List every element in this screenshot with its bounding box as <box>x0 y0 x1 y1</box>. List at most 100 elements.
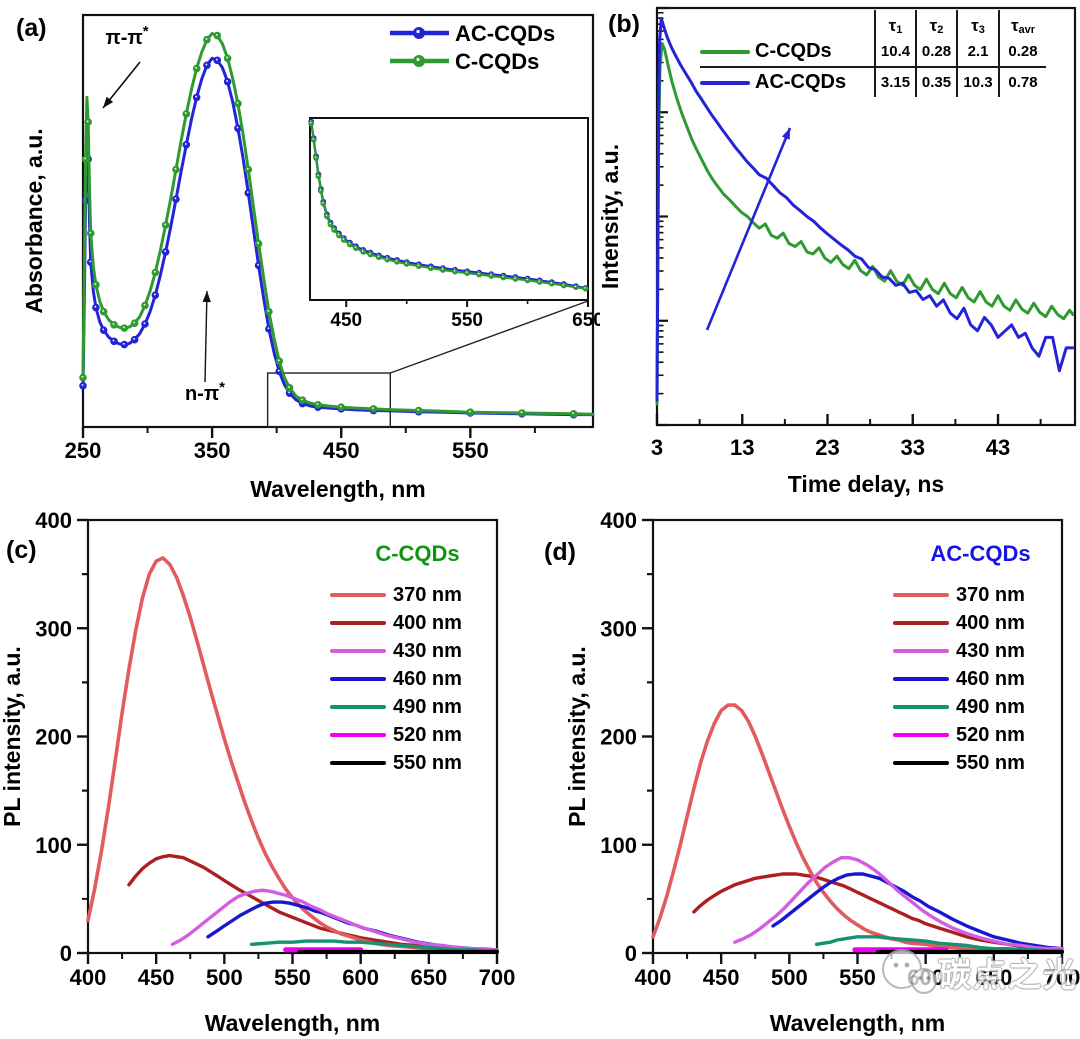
y-tick-label: 200 <box>35 725 72 750</box>
series-marker-AC-CQDs <box>79 382 87 390</box>
series-marker-AC-CQDs <box>141 320 149 328</box>
inset-marker-C-CQDs <box>348 242 351 245</box>
series-path-430 nm <box>733 856 1064 951</box>
inset-marker-C-CQDs <box>477 272 480 275</box>
legend-item-520-nm: 520 nm <box>893 721 1068 749</box>
series-marker-C-CQDs <box>120 324 129 332</box>
series-marker-AC-CQDs <box>133 337 136 340</box>
series-marker-C-CQDs <box>213 31 222 40</box>
inset-marker-C-CQDs <box>440 267 446 273</box>
series-marker-C-CQDs <box>89 231 92 234</box>
inset-marker-C-CQDs <box>584 287 586 289</box>
y-tick-label: 400 <box>600 510 637 533</box>
legend-label: 520 nm <box>393 723 462 746</box>
inset-marker-C-CQDs <box>524 277 531 284</box>
inset-marker-C-CQDs <box>514 277 516 279</box>
inset-marker-C-CQDs <box>490 274 492 276</box>
x-tick-label: 600 <box>907 965 944 990</box>
series-marker-C-CQDs <box>99 307 108 316</box>
y-tick-label: 100 <box>35 833 72 858</box>
series-marker-AC-CQDs <box>203 61 211 70</box>
inset-marker-C-CQDs <box>324 213 330 220</box>
legend-label: 370 nm <box>956 583 1025 606</box>
series-marker-AC-CQDs <box>151 291 160 299</box>
x-tick-label: 500 <box>771 965 808 990</box>
trend-arrow <box>705 127 792 331</box>
zoom-callout-line <box>390 300 589 374</box>
legend-item-430-nm: 430 nm <box>330 637 505 665</box>
y-tick-label: 300 <box>35 616 72 641</box>
inset-marker-C-CQDs <box>560 282 567 289</box>
series-marker-C-CQDs <box>337 403 346 412</box>
legend-line-icon <box>330 761 386 765</box>
series-marker-AC-CQDs <box>236 126 239 129</box>
x-axis-title: Wavelength, nm <box>770 1010 946 1036</box>
table-header-avr: τ avr <box>998 10 1046 37</box>
table-value-AC-CQDs-0: 3.15 <box>874 66 915 97</box>
inset-x-tick-label: 650 <box>572 310 600 331</box>
x-tick-label: 350 <box>194 438 231 463</box>
n-pi-arrow <box>204 290 208 383</box>
legend-label: 490 nm <box>393 695 462 718</box>
lifetime-table: τ 1 τ 2 τ 3 τ avr C-CQDs 10.4 0.28 2.1 0.28 AC-CQDs 3.… <box>700 10 1046 97</box>
legend-line-icon <box>330 677 386 681</box>
series-marker-C-CQDs <box>275 357 284 365</box>
series-marker-C-CQDs <box>298 396 307 405</box>
inset-marker-C-CQDs <box>464 270 471 276</box>
series-marker-AC-CQDs <box>120 340 129 349</box>
series-marker-C-CQDs <box>86 229 95 238</box>
inset-marker-C-CQDs <box>550 282 553 284</box>
series-marker-AC-CQDs <box>213 56 222 65</box>
table-value-C-CQDs-1: 0.28 <box>915 37 956 66</box>
inset-marker-C-CQDs <box>315 173 322 180</box>
series-marker-C-CQDs <box>254 239 263 248</box>
panel-label-a: (a) <box>16 14 47 42</box>
legend-line-icon <box>330 593 386 597</box>
series-marker-C-CQDs <box>130 319 139 327</box>
series-marker-C-CQDs <box>339 405 342 408</box>
series-marker-AC-CQDs <box>215 58 218 61</box>
series-marker-AC-CQDs <box>174 197 177 200</box>
y-axis-title: PL intensity, a.u. <box>564 646 590 827</box>
series-marker-C-CQDs <box>468 410 471 413</box>
legend-label: 430 nm <box>393 639 462 662</box>
legend-label-C-CQDs: C-CQDs <box>455 49 539 74</box>
series-marker-C-CQDs <box>288 386 290 388</box>
series-marker-AC-CQDs <box>89 260 92 263</box>
y-tick-label: 0 <box>60 941 72 966</box>
panel-label-c: (c) <box>6 536 37 564</box>
inset-marker-C-CQDs <box>512 275 519 282</box>
inset-marker-C-CQDs <box>308 120 315 127</box>
series-marker-AC-CQDs <box>110 337 118 346</box>
inset-marker-C-CQDs <box>319 189 322 191</box>
series-marker-AC-CQDs <box>94 305 97 308</box>
inset-marker-C-CQDs <box>488 273 495 279</box>
series-marker-C-CQDs <box>174 167 177 170</box>
series-marker-C-CQDs <box>316 403 319 405</box>
legend-line-icon <box>893 733 949 737</box>
series-marker-C-CQDs <box>203 35 211 44</box>
inset-marker-C-CQDs <box>354 246 357 249</box>
series-path-430 nm <box>170 888 499 952</box>
series-path-490 nm <box>814 935 1064 953</box>
series-marker-C-CQDs <box>257 241 260 244</box>
inset-marker-C-CQDs <box>395 260 398 262</box>
table-corner <box>700 10 874 37</box>
legend-label: 490 nm <box>956 695 1025 718</box>
series-marker-AC-CQDs <box>226 80 229 82</box>
series-marker-C-CQDs <box>102 309 105 312</box>
legend-item-490-nm: 490 nm <box>893 693 1068 721</box>
x-tick-label: 450 <box>323 438 360 463</box>
legend-item-460-nm: 460 nm <box>893 665 1068 693</box>
x-tick-label: 550 <box>274 965 311 990</box>
y-tick-label: 200 <box>600 725 637 750</box>
series-marker-C-CQDs <box>153 270 156 273</box>
x-tick-label: 450 <box>138 965 175 990</box>
legend-line-icon <box>893 649 949 653</box>
series-marker-C-CQDs <box>236 101 239 104</box>
series-marker-C-CQDs <box>277 359 280 362</box>
inset-marker-C-CQDs <box>415 263 422 270</box>
legend-item-370-nm: 370 nm <box>893 581 1068 609</box>
series-marker-C-CQDs <box>110 321 118 329</box>
